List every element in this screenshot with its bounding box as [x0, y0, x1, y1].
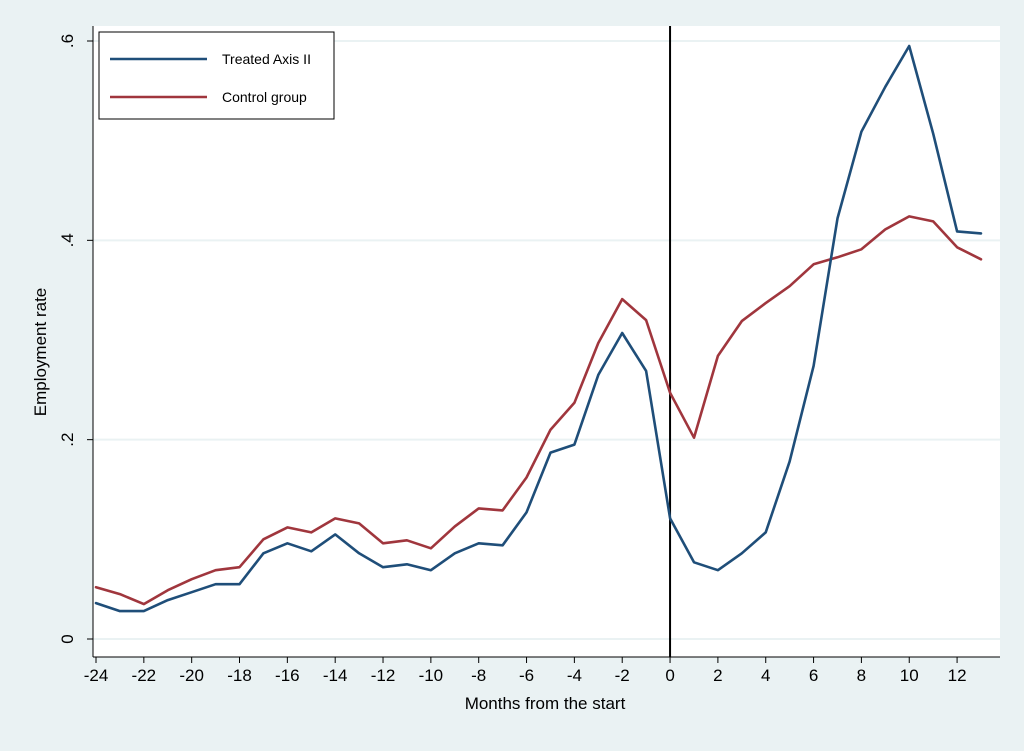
x-tick-label-5: -14: [323, 666, 348, 685]
x-tick-label-13: 2: [713, 666, 722, 685]
x-tick-label-1: -22: [132, 666, 157, 685]
plot-area: [93, 26, 1000, 657]
x-tick-label-17: 10: [900, 666, 919, 685]
x-tick-label-18: 12: [948, 666, 967, 685]
x-tick-label-11: -2: [615, 666, 630, 685]
x-tick-label-16: 8: [857, 666, 866, 685]
x-tick-label-3: -18: [227, 666, 252, 685]
series-line-treated-axis-ii: [94, 44, 983, 613]
x-tick-label-7: -10: [419, 666, 444, 685]
x-tick-label-8: -8: [471, 666, 486, 685]
y-tick-label-1: .2: [58, 433, 77, 447]
y-axis-title: Employment rate: [31, 288, 50, 417]
y-tick-label-3: .6: [58, 34, 77, 48]
y-tick-label-0: 0: [58, 634, 77, 643]
x-tick-label-9: -6: [519, 666, 534, 685]
x-axis-title: Months from the start: [465, 694, 626, 713]
series-line-control-group: [94, 215, 983, 606]
legend-box: [98, 31, 335, 120]
y-tick-label-2: .4: [58, 233, 77, 247]
x-tick-label-4: -16: [275, 666, 300, 685]
x-tick-label-2: -20: [179, 666, 204, 685]
x-tick-label-14: 4: [761, 666, 770, 685]
legend-label-0: Treated Axis II: [222, 51, 311, 67]
x-tick-label-15: 6: [809, 666, 818, 685]
x-tick-label-12: 0: [665, 666, 674, 685]
x-tick-label-6: -12: [371, 666, 396, 685]
x-tick-label-10: -4: [567, 666, 582, 685]
x-tick-label-0: -24: [84, 666, 109, 685]
legend-label-1: Control group: [222, 89, 307, 105]
